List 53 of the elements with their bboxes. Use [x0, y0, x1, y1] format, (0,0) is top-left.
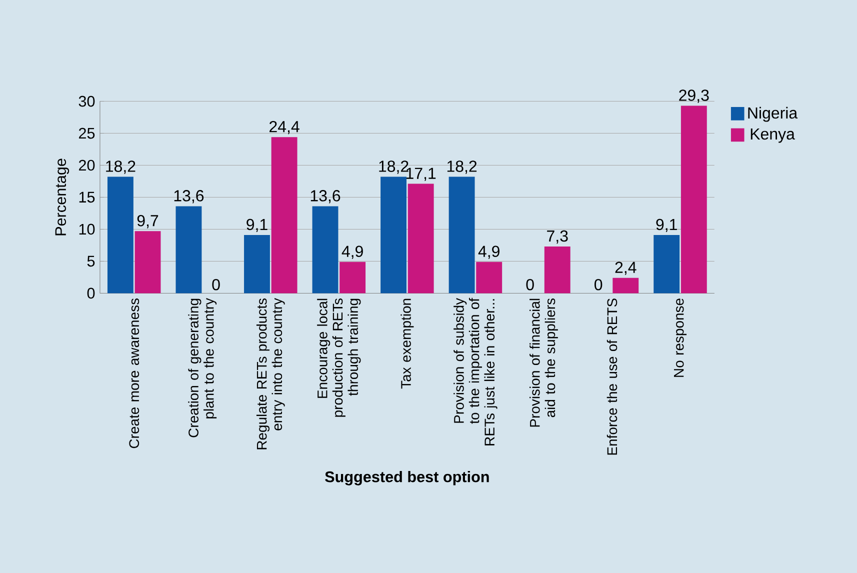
bar — [654, 234, 680, 294]
y-tick-label: 5 — [87, 256, 95, 267]
y-tick-label: 0 — [87, 288, 95, 299]
y-axis-title: Percentage — [55, 158, 70, 236]
x-tick-label: Creation of generating plant to the country — [188, 298, 217, 438]
x-tick-label: Create more awareness — [129, 298, 140, 448]
y-tick-label: 25 — [78, 128, 95, 139]
y-tick-label: 10 — [79, 224, 95, 235]
data-label: 29,3 — [679, 90, 709, 103]
bar — [544, 246, 570, 294]
data-label: 17,1 — [406, 168, 436, 181]
data-label: 4,9 — [342, 246, 363, 259]
bar — [408, 184, 434, 294]
bar — [448, 176, 475, 294]
bar — [107, 176, 134, 294]
data-label: 13,6 — [174, 190, 204, 204]
bar — [612, 278, 639, 294]
y-tick-label: 20 — [78, 160, 95, 171]
data-label: 18,2 — [106, 160, 136, 174]
data-label: 24,4 — [270, 120, 300, 134]
data-label: 13,6 — [310, 190, 340, 204]
data-label: 0 — [594, 278, 602, 290]
y-tick-label: 15 — [79, 192, 95, 203]
legend-label: Kenya — [750, 128, 795, 143]
data-label: 18,2 — [447, 160, 477, 174]
bar — [176, 206, 202, 294]
data-label: 2,4 — [615, 262, 636, 275]
x-axis-title: Suggested best option — [325, 470, 489, 486]
x-tick-label: Enforce the use of RETS — [606, 298, 618, 455]
bar — [312, 206, 338, 294]
data-label: 0 — [526, 278, 534, 290]
legend-label: Nigeria — [748, 106, 798, 122]
data-label: 4,9 — [478, 246, 500, 259]
bar — [380, 176, 406, 294]
data-label: 9,1 — [246, 218, 268, 232]
data-label: 18,2 — [379, 160, 408, 174]
bar — [271, 137, 298, 294]
y-tick-label: 30 — [78, 96, 95, 107]
x-tick-label: Provision of subsidy to the importation of RETs just like in other... — [454, 298, 498, 446]
x-tick-label: Provision of financial aid to the suppliers — [530, 298, 558, 427]
bar — [476, 262, 502, 294]
data-label: 0 — [212, 278, 220, 290]
data-label: 7,3 — [547, 230, 568, 244]
x-tick-label: Regulate RETs products entry into the country — [256, 298, 285, 450]
bar — [340, 262, 366, 294]
x-tick-label: Encourage local production of RETs through training — [317, 298, 361, 417]
bar — [244, 234, 270, 294]
data-label: 9,1 — [656, 218, 677, 232]
x-tick-label: Tax exemption — [400, 298, 414, 389]
x-tick-label: No response — [674, 298, 687, 377]
data-label: 9,7 — [137, 214, 158, 228]
bar — [680, 106, 707, 294]
bar — [134, 231, 161, 294]
